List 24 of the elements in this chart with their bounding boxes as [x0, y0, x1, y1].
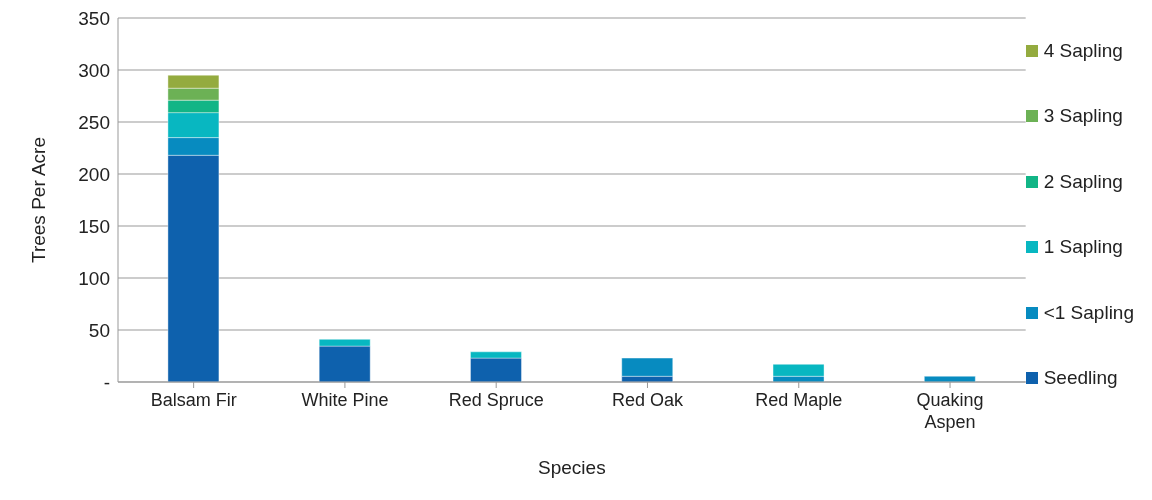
- x-tick-label: Quaking Aspen: [916, 390, 984, 432]
- x-tick-label: Red Oak: [611, 390, 684, 410]
- x-tick-label: Red Maple: [755, 390, 843, 410]
- y-tick-label: 50: [88, 319, 110, 341]
- y-tick-label: 200: [78, 163, 110, 185]
- bar: [772, 363, 825, 377]
- legend-label: 1 Sapling: [1043, 236, 1123, 259]
- legend-label: 2 Sapling: [1043, 170, 1123, 193]
- y-tick-label: 250: [78, 111, 110, 133]
- legend-label: <1 Sapling: [1043, 301, 1134, 324]
- y-axis-title: Trees Per Acre: [27, 136, 49, 264]
- x-tick-label: Red Spruce: [448, 390, 544, 410]
- legend-label: 4 Sapling: [1043, 39, 1123, 62]
- y-tick-label: -: [103, 371, 110, 393]
- y-tick-label: 100: [78, 267, 110, 289]
- y-tick-label: 150: [78, 215, 110, 237]
- y-tick-label: 350: [78, 7, 110, 29]
- legend-label: Seedling: [1043, 367, 1118, 390]
- x-axis-title: Species: [538, 457, 606, 478]
- y-tick-label: 300: [78, 59, 110, 81]
- x-tick-label: Balsam Fir: [150, 390, 237, 410]
- x-tick-label: White Pine: [301, 390, 389, 410]
- legend-label: 3 Sapling: [1043, 105, 1123, 128]
- bar: [621, 357, 674, 377]
